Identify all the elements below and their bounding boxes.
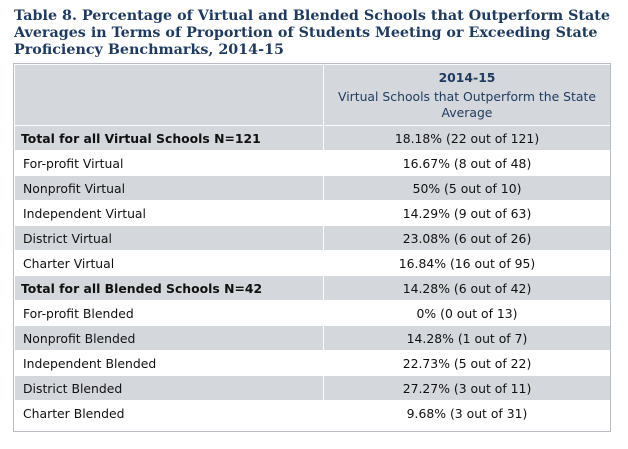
header-cell: 2014-15 Virtual Schools that Outperform …	[323, 64, 611, 126]
row-value: 50% (5 out of 10)	[323, 175, 611, 201]
table-row: District Blended 27.27% (3 out of 11)	[14, 375, 611, 401]
table-row: Independent Virtual 14.29% (9 out of 63)	[14, 200, 611, 226]
row-value: 16.67% (8 out of 48)	[323, 150, 611, 176]
row-value: 16.84% (16 out of 95)	[323, 250, 611, 276]
row-label: Independent Blended	[14, 350, 324, 376]
row-label: Nonprofit Blended	[14, 325, 324, 351]
row-label: Independent Virtual	[14, 200, 324, 226]
row-label: Charter Virtual	[14, 250, 324, 276]
row-value: 14.28% (6 out of 42)	[323, 275, 611, 301]
table-row: For-profit Blended 0% (0 out of 13)	[14, 300, 611, 326]
table-row: Nonprofit Virtual 50% (5 out of 10)	[14, 175, 611, 201]
row-value: 9.68% (3 out of 31)	[323, 400, 611, 426]
table-row: Nonprofit Blended 14.28% (1 out of 7)	[14, 325, 611, 351]
table-header-row: 2014-15 Virtual Schools that Outperform …	[14, 64, 611, 126]
row-value: 14.29% (9 out of 63)	[323, 200, 611, 226]
table-row: District Virtual 23.08% (6 out of 26)	[14, 225, 611, 251]
row-value: 27.27% (3 out of 11)	[323, 375, 611, 401]
row-value: 23.08% (6 out of 26)	[323, 225, 611, 251]
header-column-label: Virtual Schools that Outperform the Stat…	[337, 88, 596, 120]
row-value: 0% (0 out of 13)	[323, 300, 611, 326]
row-value: 14.28% (1 out of 7)	[323, 325, 611, 351]
outperform-table: 2014-15 Virtual Schools that Outperform …	[14, 64, 611, 426]
row-label: Total for all Virtual Schools N=121	[14, 125, 324, 151]
row-label: District Virtual	[14, 225, 324, 251]
table-row: Total for all Blended Schools N=42 14.28…	[14, 275, 611, 301]
table-row: Charter Virtual 16.84% (16 out of 95)	[14, 250, 611, 276]
row-label: District Blended	[14, 375, 324, 401]
header-blank-cell	[14, 64, 324, 126]
header-period: 2014-15	[438, 69, 496, 85]
table-title: Table 8. Percentage of Virtual and Blend…	[14, 8, 611, 58]
table-row: Total for all Virtual Schools N=121 18.1…	[14, 125, 611, 151]
table-row: Independent Blended 22.73% (5 out of 22)	[14, 350, 611, 376]
table-row: For-profit Virtual 16.67% (8 out of 48)	[14, 150, 611, 176]
row-value: 18.18% (22 out of 121)	[323, 125, 611, 151]
row-value: 22.73% (5 out of 22)	[323, 350, 611, 376]
row-label: Total for all Blended Schools N=42	[14, 275, 324, 301]
row-label: Charter Blended	[14, 400, 324, 426]
row-label: For-profit Virtual	[14, 150, 324, 176]
table-row: Charter Blended 9.68% (3 out of 31)	[14, 400, 611, 426]
row-label: For-profit Blended	[14, 300, 324, 326]
row-label: Nonprofit Virtual	[14, 175, 324, 201]
